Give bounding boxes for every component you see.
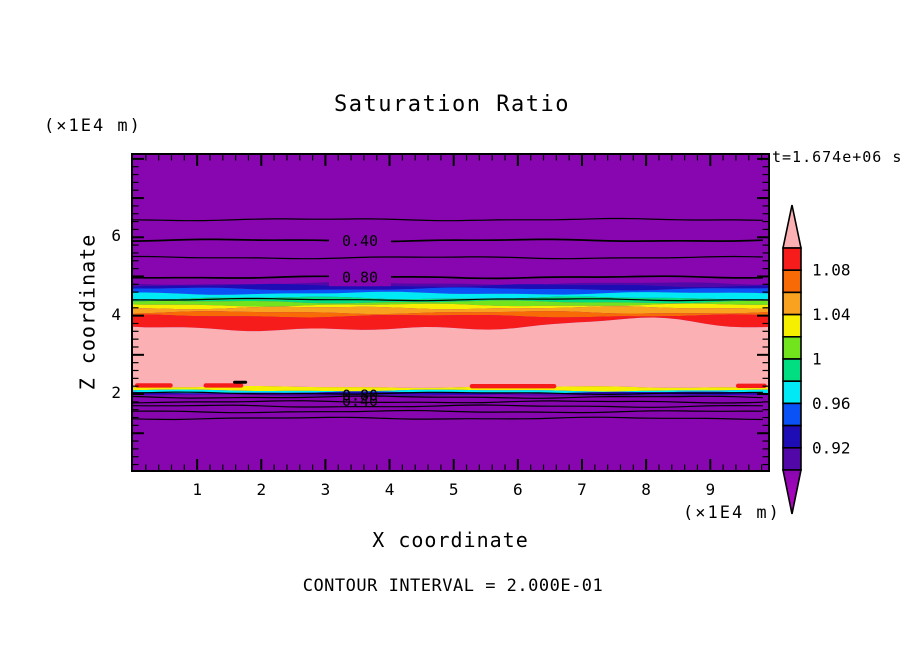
contour-labels: 0.400.800.800.40 <box>329 231 391 410</box>
colorbar-segment-chartreuse <box>782 336 802 360</box>
band-orangered <box>133 311 768 318</box>
x-tick-label: 4 <box>384 480 395 499</box>
colorbar-segment-violet <box>782 447 802 471</box>
contour-line <box>133 416 764 421</box>
contour-line-label: 0.80 <box>342 387 378 405</box>
colorbar-tick-label: 1 <box>812 350 822 369</box>
red-patch <box>469 383 557 389</box>
red-patches <box>134 383 767 389</box>
time-stamp-label: t=1.674e+06 s <box>772 148 903 166</box>
y-tick-label: 4 <box>111 304 121 324</box>
band-pink <box>133 317 768 388</box>
contour-line <box>133 275 764 280</box>
contour-line <box>133 400 764 404</box>
contour-line <box>133 297 763 302</box>
contour-line-label: 0.40 <box>342 392 378 410</box>
band-navy <box>133 391 768 395</box>
band-cyan <box>133 291 768 300</box>
contour-interval-note: CONTOUR INTERVAL = 2.000E-01 <box>302 576 604 596</box>
colorbar-over-arrow <box>782 204 802 249</box>
band-red <box>133 314 768 332</box>
contour-line <box>133 395 764 399</box>
colorbar-tick-label: 0.92 <box>812 438 851 457</box>
colorbar-segment-orangered <box>782 269 802 294</box>
contour-line <box>133 255 764 260</box>
band-chartreuse <box>133 300 768 307</box>
colorbar-tick-label: 1.04 <box>812 305 851 324</box>
colorbar-segment-blue <box>782 402 802 427</box>
contour-fill-bands <box>133 282 768 397</box>
x-tick-label: 2 <box>256 480 267 499</box>
page-title: Saturation Ratio <box>334 92 570 117</box>
colorbar-tick-label: 1.08 <box>812 261 851 280</box>
colorbar: 1.08 1.04 1 0.96 0.92 <box>782 204 851 515</box>
x-tick-label: 7 <box>577 480 587 499</box>
colorbar-segment-cyan <box>782 380 802 405</box>
band-yellow <box>133 303 768 310</box>
contour-label-mask <box>329 268 391 287</box>
y-axis-units-label: (×1E4 m) <box>44 116 142 136</box>
contour-line <box>133 409 764 414</box>
colorbar-segment-navy <box>782 424 802 449</box>
contour-plot-canvas: 0.400.800.800.40 <box>133 155 768 470</box>
contour-line <box>133 391 764 396</box>
x-tick-label: 8 <box>641 480 651 499</box>
red-patch <box>203 383 244 388</box>
x-tick-label: 6 <box>513 480 523 499</box>
contour-line-label: 0.40 <box>342 232 378 250</box>
x-tick-label: 3 <box>320 480 331 499</box>
red-patch <box>735 383 767 388</box>
x-tick-label: 1 <box>192 480 202 499</box>
colorbar-segment-red <box>782 247 802 272</box>
contour-line-label: 0.80 <box>342 269 378 287</box>
x-axis-units-label: (×1E4 m) <box>683 503 781 523</box>
x-axis-title: X coordinate <box>372 528 529 552</box>
contour-lines <box>133 217 764 421</box>
y-tick-label: 2 <box>111 383 121 403</box>
contour-label-mask <box>329 231 391 250</box>
contour-line <box>133 404 764 408</box>
colorbar-tick-label: 0.96 <box>812 394 851 413</box>
axis-ticks <box>133 155 768 470</box>
x-tick-label: 9 <box>705 480 716 499</box>
colorbar-segment-spring <box>782 358 802 383</box>
band-navy <box>133 283 768 291</box>
colorbar-under-arrow <box>782 469 802 515</box>
band-orange <box>133 306 768 315</box>
red-patch <box>134 383 173 388</box>
band-blue <box>133 287 768 295</box>
y-tick-label: 6 <box>111 226 121 246</box>
colorbar-segment-yellow <box>782 313 802 338</box>
contour-line <box>133 217 764 222</box>
band-violet <box>133 282 768 287</box>
contour-line <box>133 238 764 243</box>
colorbar-segment-orange <box>782 291 802 316</box>
plot-area: 0.40 0.80 0.80 0.40 <box>131 153 770 472</box>
band-yellow <box>133 386 768 392</box>
band-cyan <box>133 389 768 394</box>
dark-speck <box>233 380 248 384</box>
x-tick-label: 5 <box>448 480 459 499</box>
